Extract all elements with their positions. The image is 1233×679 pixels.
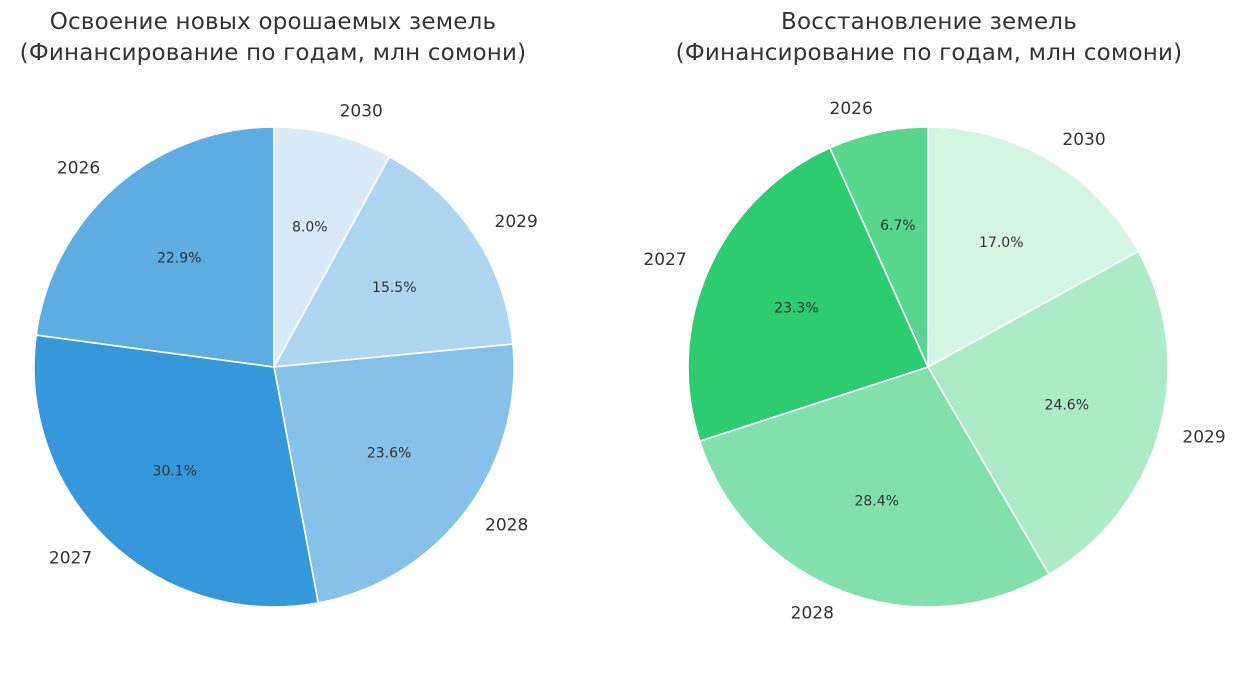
left-chart-title: Освоение новых орошаемых земель (Финанси… [0,7,546,69]
right-pie-percent-label-2030: 17.0% [979,235,1023,251]
left-pie-slice-2030 [273,126,391,368]
right-pie-percent-label-2028: 28.4% [854,494,898,510]
right-pie-percent-label-2029: 24.6% [1045,397,1089,413]
right-pie-category-label-2026: 2026 [830,99,873,119]
right-pie-category-label-2030: 2030 [1062,130,1105,150]
left-pie-percent-label-2028: 23.6% [367,446,411,462]
left-pie-category-label-2028: 2028 [485,516,528,536]
left-chart-title-line2: (Финансирование по годам, млн сомони) [19,40,527,66]
left-pie-slice-2029 [272,155,514,368]
right-pie-slice-2027 [687,146,930,443]
left-pie-chart: 8.0% 2030 15.5% 2029 23.6% 2028 30.1% 2027 22.9%… [33,101,538,608]
left-pie-slice-2028 [273,343,515,604]
right-pie-slice-2030 [927,126,1140,369]
right-pie-category-label-2028: 2028 [791,604,834,624]
left-pie-percent-label-2030: 8.0% [292,220,328,236]
left-pie-category-label-2026: 2026 [57,158,100,178]
left-pie-slice-2026 [35,126,275,368]
left-pie-category-label-2030: 2030 [340,101,383,121]
left-pie-percent-label-2029: 15.5% [372,280,416,296]
right-pie-slice-2028 [698,366,1050,608]
right-pie-slice-2026 [828,126,929,368]
left-chart-title-line1: Освоение новых орошаемых земель [49,9,497,35]
right-pie-percent-label-2026: 6.7% [880,218,916,234]
right-chart-title: Восстановление земель (Финансирование по… [656,7,1202,69]
right-pie-chart: 17.0% 2030 24.6% 2029 28.4% 2028 23.3% 2027 6.7%… [643,99,1225,624]
right-pie-category-label-2027: 2027 [643,250,686,270]
left-pie-slice-2027 [33,334,320,608]
right-chart-title-line1: Восстановление земель [781,9,1077,35]
right-pie-percent-label-2027: 23.3% [774,301,818,317]
right-pie-category-label-2029: 2029 [1182,428,1225,448]
left-pie-percent-label-2026: 22.9% [157,251,201,267]
left-pie-percent-label-2027: 30.1% [153,463,197,479]
left-pie-category-label-2027: 2027 [49,548,92,568]
left-pie-category-label-2029: 2029 [495,212,538,232]
right-chart-title-line2: (Финансирование по годам, млн сомони) [675,40,1183,66]
right-pie-slice-2029 [926,250,1169,576]
